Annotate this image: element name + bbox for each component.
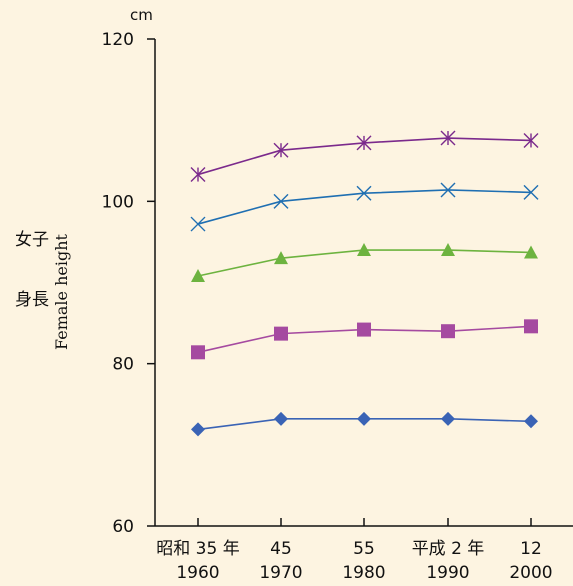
y-tick-label: 60 [112,517,134,537]
x-tick-year-label: 1980 [342,563,385,583]
triangle-marker [191,269,205,283]
asterisk-marker [190,167,206,183]
x-stroke [440,182,456,198]
y-unit-label: cm [130,6,153,24]
y-tick-label: 100 [102,192,134,212]
x-ticks: 昭和 35 年 1960 45 1970 55 1980 平成 2 年 1990 12 2000 [156,518,553,583]
x-tick-era-label: 45 [270,539,292,559]
x-marker [523,184,539,200]
diamond-marker [441,411,455,426]
x-stroke [190,216,206,232]
square-marker [524,319,538,334]
x-tick-year-label: 1960 [176,563,219,583]
x-tick-year-label: 1970 [259,563,302,583]
y-axis-title-jp-2: 身長 [15,290,49,310]
series-square [191,319,538,360]
y-axis-title-en: Female height [52,233,71,350]
series-x [190,182,539,232]
square-marker [274,326,288,341]
x-stroke [523,184,539,200]
series-triangle [191,243,538,283]
series-diamond [191,411,538,437]
x-tick-era-label: 12 [520,539,542,559]
diamond-marker [274,411,288,426]
series-asterisk [190,130,539,183]
x-tick-year-label: 1990 [426,563,469,583]
x-stroke [273,193,289,209]
asterisk-marker [356,135,372,151]
diamond-marker [191,422,205,437]
y-axis-title: 女子 身長 Female height [15,230,71,350]
square-marker [441,324,455,339]
square-marker [357,322,371,337]
x-marker [356,185,372,201]
diamond-marker [357,411,371,426]
y-tick-label: 120 [102,30,134,50]
triangle-marker [357,243,371,257]
x-marker [190,216,206,232]
x-tick-era-label: 55 [353,539,375,559]
x-marker [440,182,456,198]
asterisk-marker [273,142,289,158]
asterisk-marker [523,132,539,148]
triangle-marker [441,243,455,257]
diamond-marker [524,414,538,429]
series-group [190,130,539,437]
triangle-marker [524,245,538,259]
y-tick-label: 80 [112,355,134,375]
x-tick-era-label: 昭和 35 年 [156,539,239,559]
asterisk-marker [440,130,456,146]
square-marker [191,345,205,360]
y-axis-title-jp-1: 女子 [15,230,49,250]
axes [154,39,573,527]
triangle-marker [274,251,288,265]
x-tick-era-label: 平成 2 年 [412,539,485,559]
series-line [197,189,532,225]
x-tick-year-label: 2000 [509,563,552,583]
y-ticks: 60 80 100 120 [102,30,155,537]
x-marker [273,193,289,209]
x-stroke [356,185,372,201]
